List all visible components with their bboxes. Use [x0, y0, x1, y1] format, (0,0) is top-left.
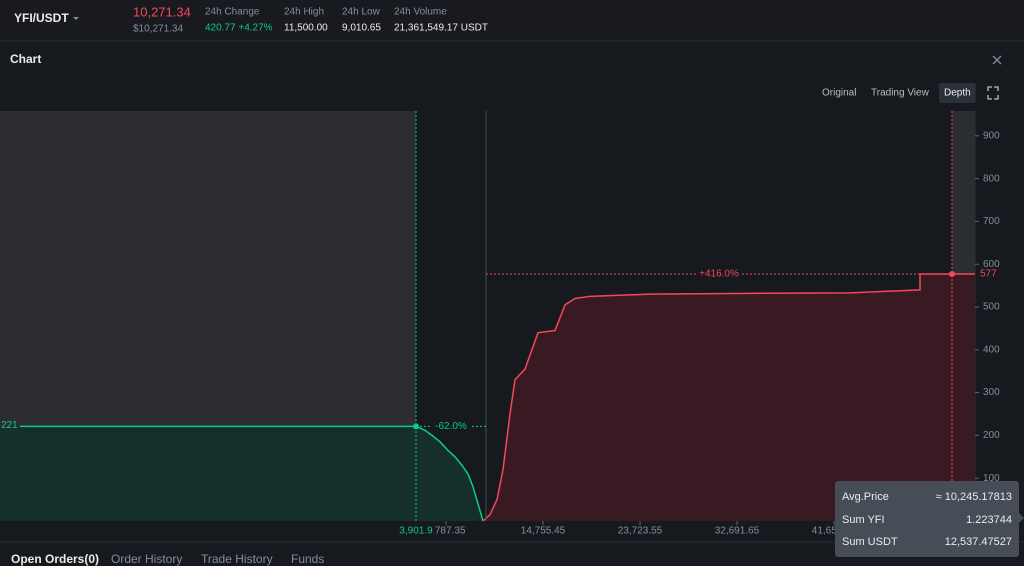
dropdown-icon[interactable] [73, 17, 79, 20]
x-tick-label: 14,755.45 [521, 526, 566, 537]
y-tick-label: 600 [983, 259, 1000, 270]
stat-label: 24h Volume [394, 7, 447, 18]
tooltip [835, 481, 1019, 557]
tab[interactable]: Trading View [871, 88, 930, 99]
y-tick-label: 500 [983, 302, 1000, 313]
ask-change: +416.0% [699, 269, 739, 280]
label-bg [395, 524, 434, 538]
y-tick-label: 300 [983, 387, 1000, 398]
y-tick-label: 100 [983, 473, 1000, 484]
crosshair-price: 3,901.9 [399, 526, 433, 537]
bottom-tab[interactable]: Funds [291, 552, 324, 566]
stat-value: 11,500.00 [284, 23, 328, 34]
bid-change: -62.0% [435, 421, 467, 432]
tooltip-value: ≈ 10,245.17813 [936, 491, 1012, 503]
bottom-tab[interactable]: Order History [111, 552, 182, 566]
depth-line [482, 273, 975, 522]
last-price-usd: $10,271.34 [133, 24, 183, 35]
tab[interactable]: Original [822, 88, 856, 99]
x-tick-label: 41,659.75 [812, 526, 857, 537]
last-price: 10,271.34 [133, 4, 191, 19]
depth-area [415, 426, 483, 521]
close-icon[interactable] [992, 55, 1002, 65]
bottom-tab[interactable]: Trade History [201, 552, 273, 566]
tooltip-value: 12,537.47527 [945, 536, 1012, 548]
bottom-tab[interactable]: Open Orders(0) [11, 552, 99, 566]
x-tick-label: 5,787.35 [427, 526, 466, 537]
panel-title: Chart [10, 52, 41, 66]
x-tick-label: 32,691.65 [715, 526, 760, 537]
bid-total: 221 [1, 420, 18, 431]
stat-value: 9,010.65 [342, 23, 381, 34]
y-tick-label: 700 [983, 216, 1000, 227]
stat-label: 24h High [284, 7, 324, 18]
fullscreen-icon[interactable] [987, 86, 999, 100]
y-tick-label: 200 [983, 430, 1000, 441]
y-tick-label: 400 [983, 344, 1000, 355]
y-tick-label: 900 [983, 130, 1000, 141]
hover-dot [949, 271, 955, 278]
stat-label: 24h Change [205, 7, 260, 18]
label-bg [696, 267, 742, 282]
stat-label: 24h Low [342, 7, 381, 18]
tab[interactable]: Depth [944, 88, 971, 99]
tooltip-label: Avg.Price [842, 491, 889, 503]
stat-value: 420.77 +4.27% [205, 23, 273, 34]
pair[interactable]: YFI/USDT [14, 11, 69, 25]
depth-area [482, 274, 975, 521]
label-bg [432, 419, 470, 434]
x-tick-label: 23,723.55 [618, 526, 663, 537]
tooltip-pointer [1019, 513, 1024, 523]
active-tab-bg [939, 83, 976, 103]
ask-total: 577 [980, 269, 997, 280]
tooltip-label: Sum YFI [842, 514, 885, 526]
tooltip-label: Sum USDT [842, 536, 898, 548]
y-tick-label: 800 [983, 173, 1000, 184]
depth-line [415, 425, 484, 522]
tooltip-value: 1.223744 [966, 514, 1012, 526]
top-bar [0, 0, 1024, 41]
label-bg [976, 267, 1006, 282]
stat-value: 21,361,549.17 USDT [394, 23, 488, 34]
depth-area [0, 426, 416, 521]
